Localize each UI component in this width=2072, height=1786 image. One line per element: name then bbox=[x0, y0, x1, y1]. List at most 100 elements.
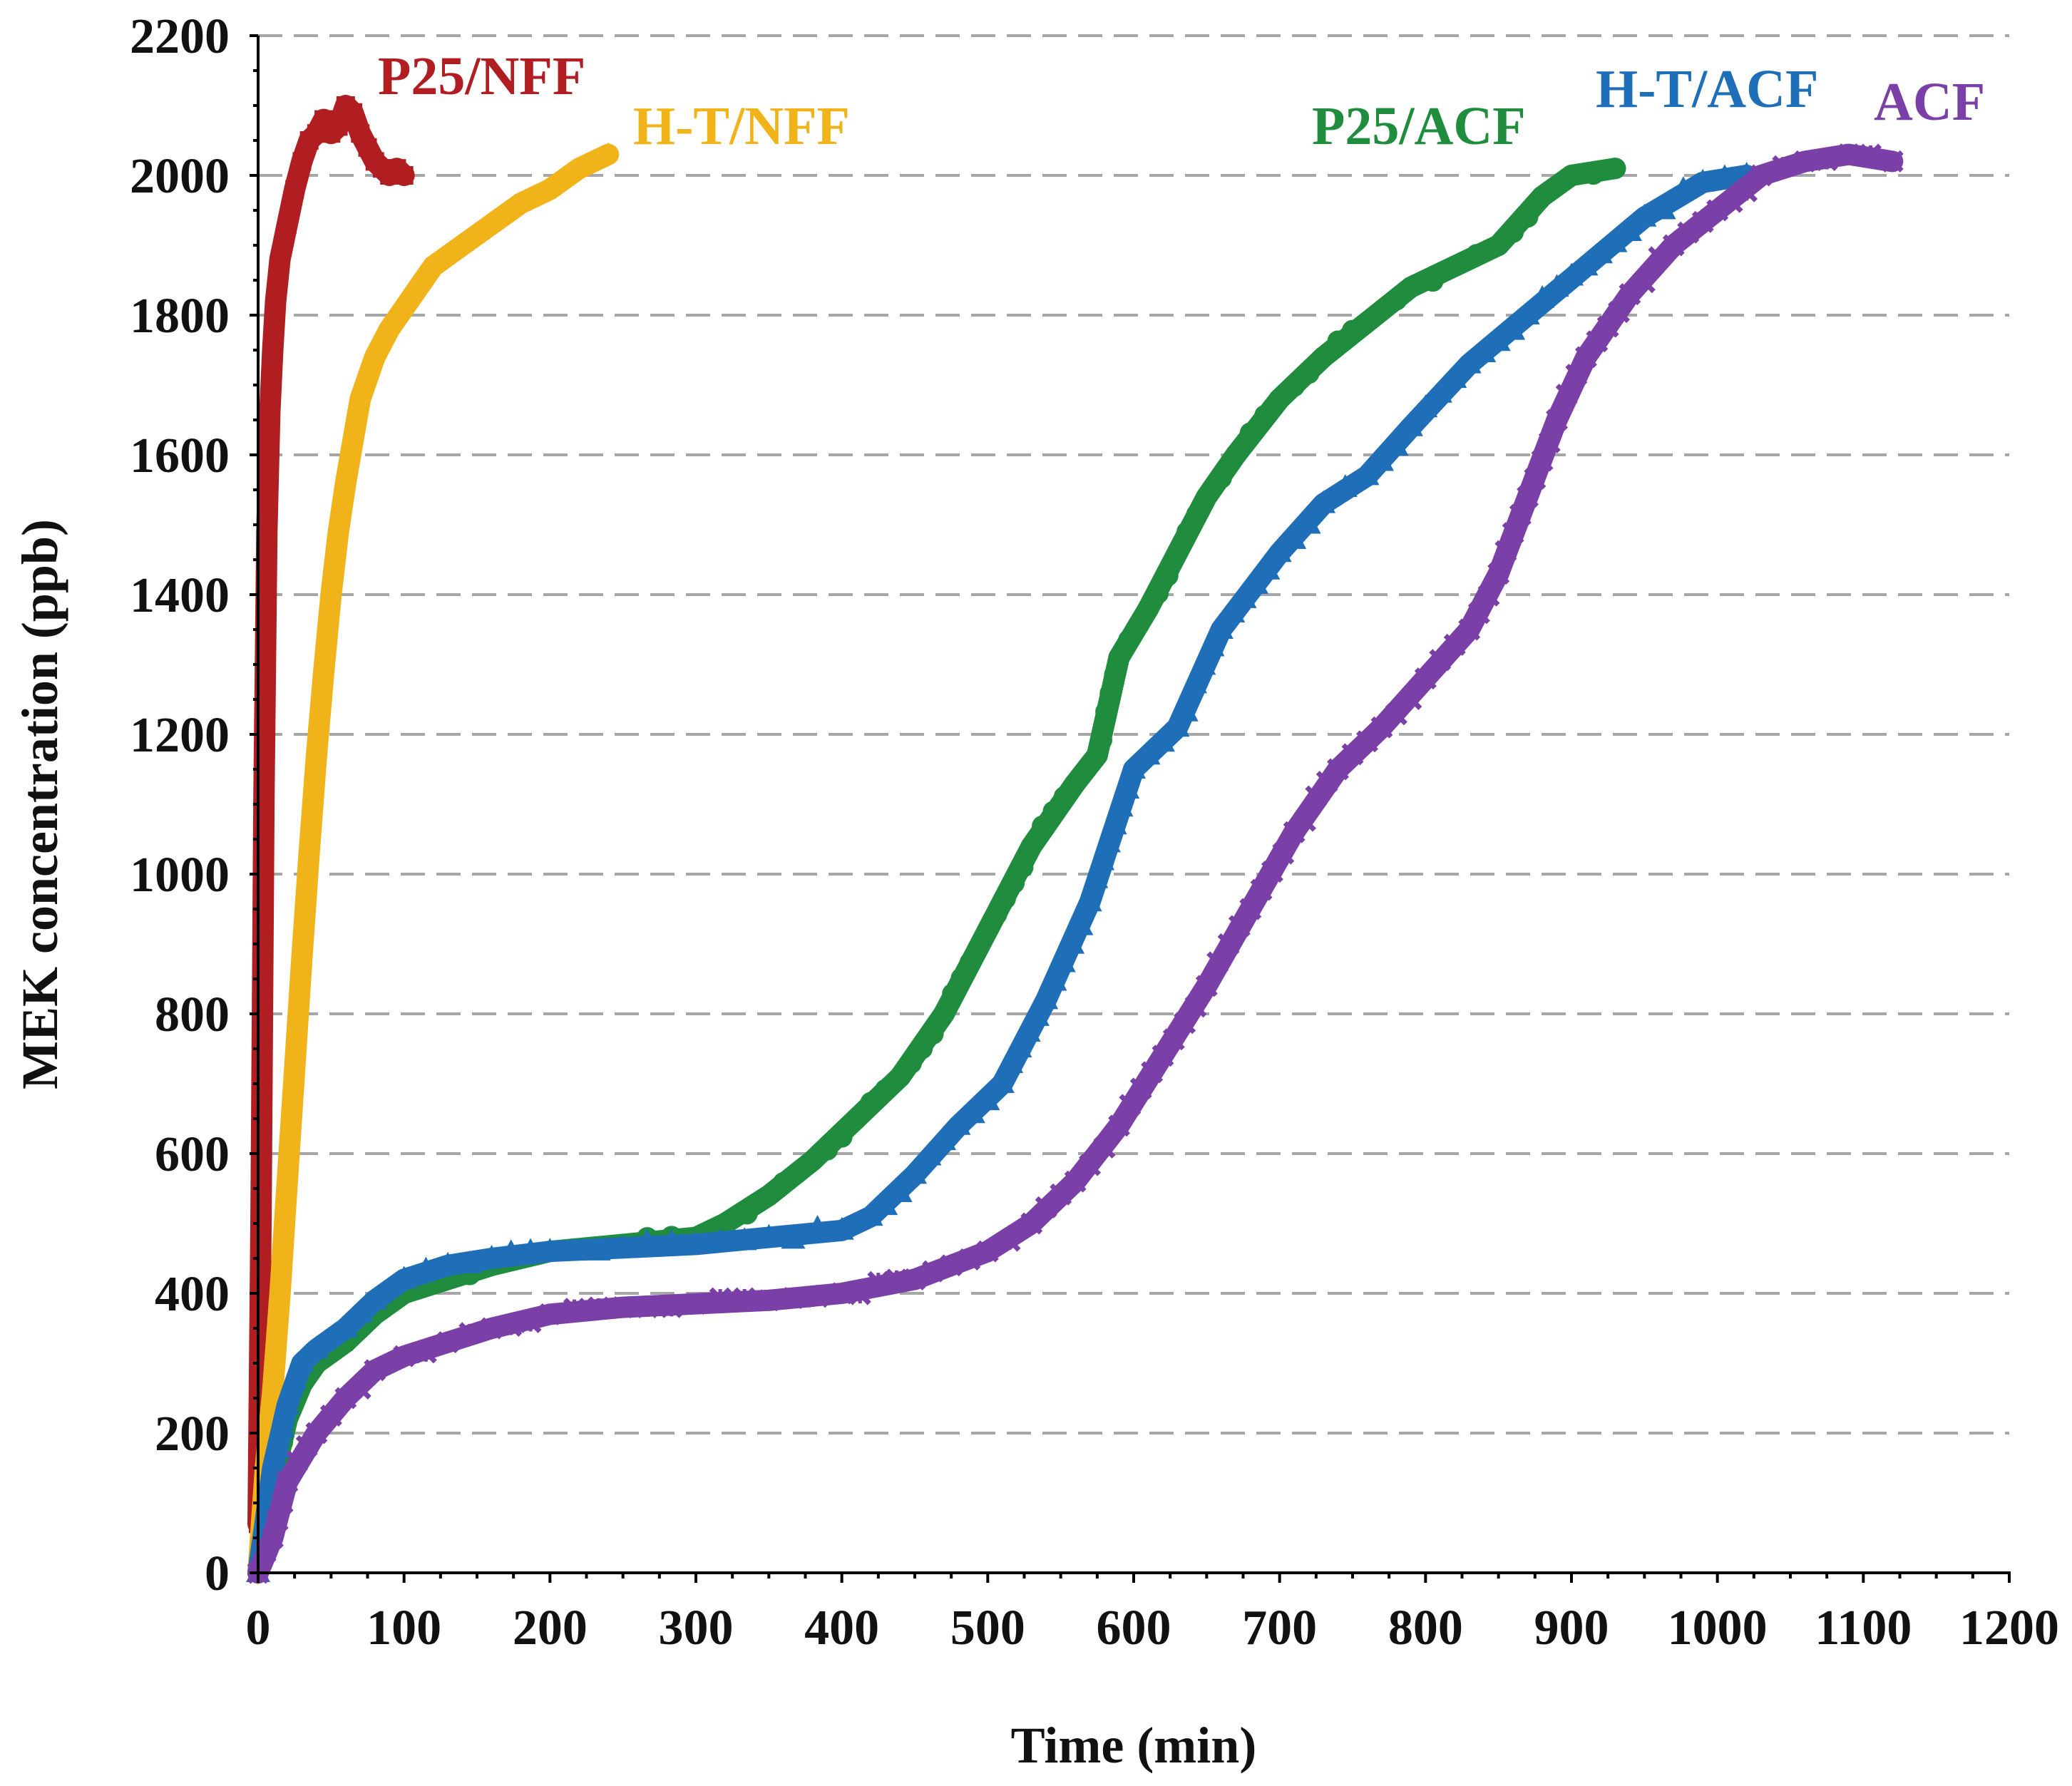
series-marker bbox=[959, 951, 981, 973]
data-point-p25-acf-35 bbox=[1561, 165, 1582, 186]
series-marker bbox=[1588, 240, 1613, 264]
series-marker bbox=[940, 1254, 963, 1277]
data-point-p25-nff-3 bbox=[257, 522, 277, 541]
data-point-acf-6 bbox=[393, 1345, 416, 1367]
data-point-h-t-nff-13 bbox=[344, 428, 363, 453]
series-marker bbox=[1772, 155, 1795, 178]
data-point-acf-37 bbox=[1881, 150, 1904, 173]
series-marker bbox=[252, 1171, 271, 1190]
series-marker bbox=[332, 491, 352, 515]
y-tick-label-2000: 2000 bbox=[130, 149, 230, 204]
series-marker bbox=[1427, 379, 1452, 403]
series-marker bbox=[1333, 474, 1358, 497]
series-marker bbox=[1815, 149, 1838, 171]
series-marker bbox=[1095, 701, 1117, 723]
series-marker bbox=[1254, 404, 1276, 426]
data-point-h-t-nff-24 bbox=[570, 156, 589, 181]
series-marker bbox=[1186, 503, 1208, 525]
series-marker bbox=[1099, 682, 1122, 704]
series-marker bbox=[950, 967, 973, 989]
data-point-h-t-acf-9 bbox=[479, 1245, 504, 1268]
data-point-h-t-acf-7 bbox=[391, 1266, 416, 1289]
series-marker bbox=[289, 985, 309, 1010]
data-point-acf-4 bbox=[334, 1387, 357, 1410]
series-acf bbox=[247, 143, 1904, 1584]
series-marker bbox=[457, 1250, 482, 1273]
data-point-h-t-acf-23 bbox=[1209, 616, 1234, 639]
data-point-h-t-acf-12 bbox=[684, 1231, 708, 1254]
series-marker bbox=[252, 1017, 272, 1037]
data-point-h-t-acf-19 bbox=[1034, 986, 1059, 1010]
data-point-p25-acf-21 bbox=[1065, 772, 1087, 794]
series-marker bbox=[1501, 317, 1526, 340]
data-point-acf-12 bbox=[757, 1289, 780, 1312]
data-point-h-t-nff-25 bbox=[599, 142, 618, 167]
series-marker bbox=[1486, 328, 1511, 351]
data-point-p25-acf-25 bbox=[1166, 542, 1189, 564]
series-marker bbox=[316, 637, 335, 662]
series-marker bbox=[253, 981, 272, 1000]
series-marker bbox=[256, 621, 275, 640]
series-marker bbox=[975, 1087, 1000, 1111]
series-marker bbox=[1586, 330, 1609, 353]
series-marker bbox=[1565, 364, 1588, 386]
data-point-h-t-acf-29 bbox=[1515, 302, 1540, 324]
series-marker bbox=[1544, 274, 1569, 297]
data-point-acf-22 bbox=[1283, 821, 1306, 843]
x-tick-label-600: 600 bbox=[1097, 1601, 1171, 1656]
series-marker bbox=[318, 618, 337, 643]
series-marker bbox=[931, 1127, 956, 1151]
series-marker bbox=[1617, 217, 1642, 241]
x-axis-title: Time (min) bbox=[1011, 1717, 1257, 1774]
series-marker bbox=[1239, 422, 1261, 444]
series-marker bbox=[1042, 968, 1067, 991]
series-marker bbox=[349, 1377, 371, 1400]
series-marker bbox=[736, 1203, 758, 1225]
data-point-acf-9 bbox=[538, 1303, 561, 1325]
series-marker bbox=[708, 1228, 733, 1252]
y-tick-label-600: 600 bbox=[155, 1127, 230, 1182]
series-marker bbox=[274, 1227, 293, 1252]
data-point-h-t-nff-9 bbox=[314, 659, 334, 684]
series-marker bbox=[1517, 206, 1539, 228]
series-marker bbox=[1104, 664, 1126, 686]
series-marker bbox=[266, 1336, 285, 1361]
data-point-p25-nff-4 bbox=[260, 404, 279, 423]
series-marker bbox=[1012, 856, 1034, 878]
series-marker bbox=[1467, 602, 1490, 625]
series-marker bbox=[922, 1260, 945, 1283]
data-point-h-t-nff-23 bbox=[540, 177, 560, 202]
series-marker bbox=[268, 274, 287, 293]
series-marker bbox=[1530, 284, 1555, 308]
series-marker bbox=[1608, 301, 1630, 324]
data-point-h-t-acf-30 bbox=[1574, 252, 1599, 276]
data-point-p25-acf-13 bbox=[714, 1213, 736, 1234]
data-point-h-t-acf-27 bbox=[1398, 413, 1423, 436]
series-marker bbox=[519, 1310, 542, 1333]
series-marker bbox=[1243, 570, 1268, 594]
series-marker bbox=[279, 1155, 298, 1180]
series-marker bbox=[1206, 951, 1229, 974]
data-point-acf-32 bbox=[1662, 234, 1685, 257]
data-point-p25-acf-23 bbox=[1108, 647, 1130, 669]
series-marker bbox=[252, 1089, 272, 1109]
series-marker bbox=[1182, 670, 1207, 694]
data-point-p25-nff-8 bbox=[277, 215, 297, 234]
data-point-h-t-nff-3 bbox=[270, 1281, 289, 1305]
data-point-h-t-acf-1 bbox=[260, 1454, 285, 1477]
data-point-p25-acf-19 bbox=[977, 919, 999, 941]
data-point-p25-nff-17 bbox=[344, 103, 363, 122]
series-marker bbox=[1305, 785, 1328, 808]
data-point-acf-30 bbox=[1574, 346, 1597, 369]
series-marker bbox=[1555, 384, 1578, 406]
x-tick-label-200: 200 bbox=[513, 1601, 588, 1656]
x-tick-label-100: 100 bbox=[366, 1601, 441, 1656]
x-tick-label-500: 500 bbox=[950, 1601, 1025, 1656]
series-marker bbox=[280, 1127, 299, 1152]
series-marker bbox=[518, 1238, 543, 1261]
series-marker bbox=[659, 1228, 684, 1252]
series-marker bbox=[1509, 503, 1532, 526]
y-tick-label-800: 800 bbox=[155, 987, 230, 1042]
data-point-p25-nff-7 bbox=[270, 250, 289, 269]
